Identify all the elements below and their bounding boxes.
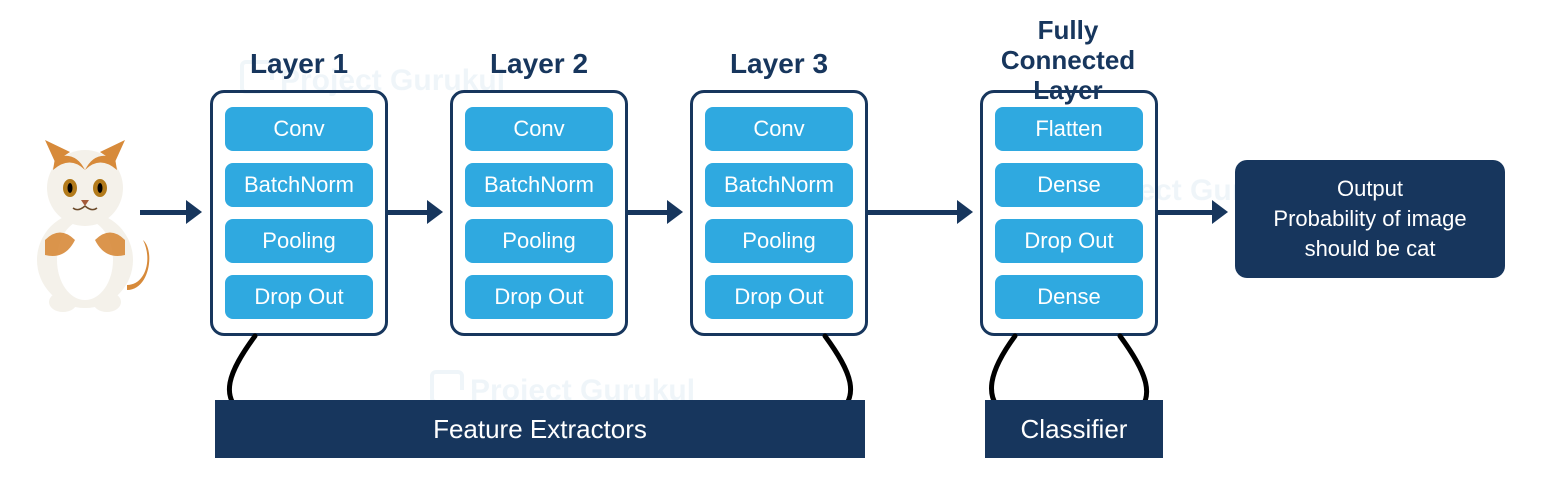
feature-extractors-label: Feature Extractors bbox=[215, 400, 865, 458]
output-line1: Output bbox=[1249, 174, 1491, 204]
layer3-block-batchnorm: BatchNorm bbox=[705, 163, 853, 207]
fc-block-flatten: Flatten bbox=[995, 107, 1143, 151]
classifier-label: Classifier bbox=[985, 400, 1163, 458]
layer2-block-pooling: Pooling bbox=[465, 219, 613, 263]
layer2-title: Layer 2 bbox=[450, 48, 628, 80]
diagram-stage: Project Gurukul Project Gurukul Project … bbox=[0, 0, 1565, 502]
fc-block-dense1: Dense bbox=[995, 163, 1143, 207]
layer3-box: Conv BatchNorm Pooling Drop Out bbox=[690, 90, 868, 336]
layer1-title: Layer 1 bbox=[210, 48, 388, 80]
layer1-box: Conv BatchNorm Pooling Drop Out bbox=[210, 90, 388, 336]
layer1-block-pooling: Pooling bbox=[225, 219, 373, 263]
output-line3: should be cat bbox=[1249, 234, 1491, 264]
layer3-block-dropout: Drop Out bbox=[705, 275, 853, 319]
layer2-box: Conv BatchNorm Pooling Drop Out bbox=[450, 90, 628, 336]
fc-block-dense2: Dense bbox=[995, 275, 1143, 319]
layer3-title: Layer 3 bbox=[690, 48, 868, 80]
layer1-block-dropout: Drop Out bbox=[225, 275, 373, 319]
layer3-block-conv: Conv bbox=[705, 107, 853, 151]
fc-box: Flatten Dense Drop Out Dense bbox=[980, 90, 1158, 336]
layer1-block-batchnorm: BatchNorm bbox=[225, 163, 373, 207]
layer2-block-dropout: Drop Out bbox=[465, 275, 613, 319]
layer3-block-pooling: Pooling bbox=[705, 219, 853, 263]
input-cat-image bbox=[15, 140, 160, 315]
layer1-block-conv: Conv bbox=[225, 107, 373, 151]
output-box: Output Probability of image should be ca… bbox=[1235, 160, 1505, 278]
layer2-block-batchnorm: BatchNorm bbox=[465, 163, 613, 207]
fc-block-dropout: Drop Out bbox=[995, 219, 1143, 263]
output-line2: Probability of image bbox=[1249, 204, 1491, 234]
layer2-block-conv: Conv bbox=[465, 107, 613, 151]
